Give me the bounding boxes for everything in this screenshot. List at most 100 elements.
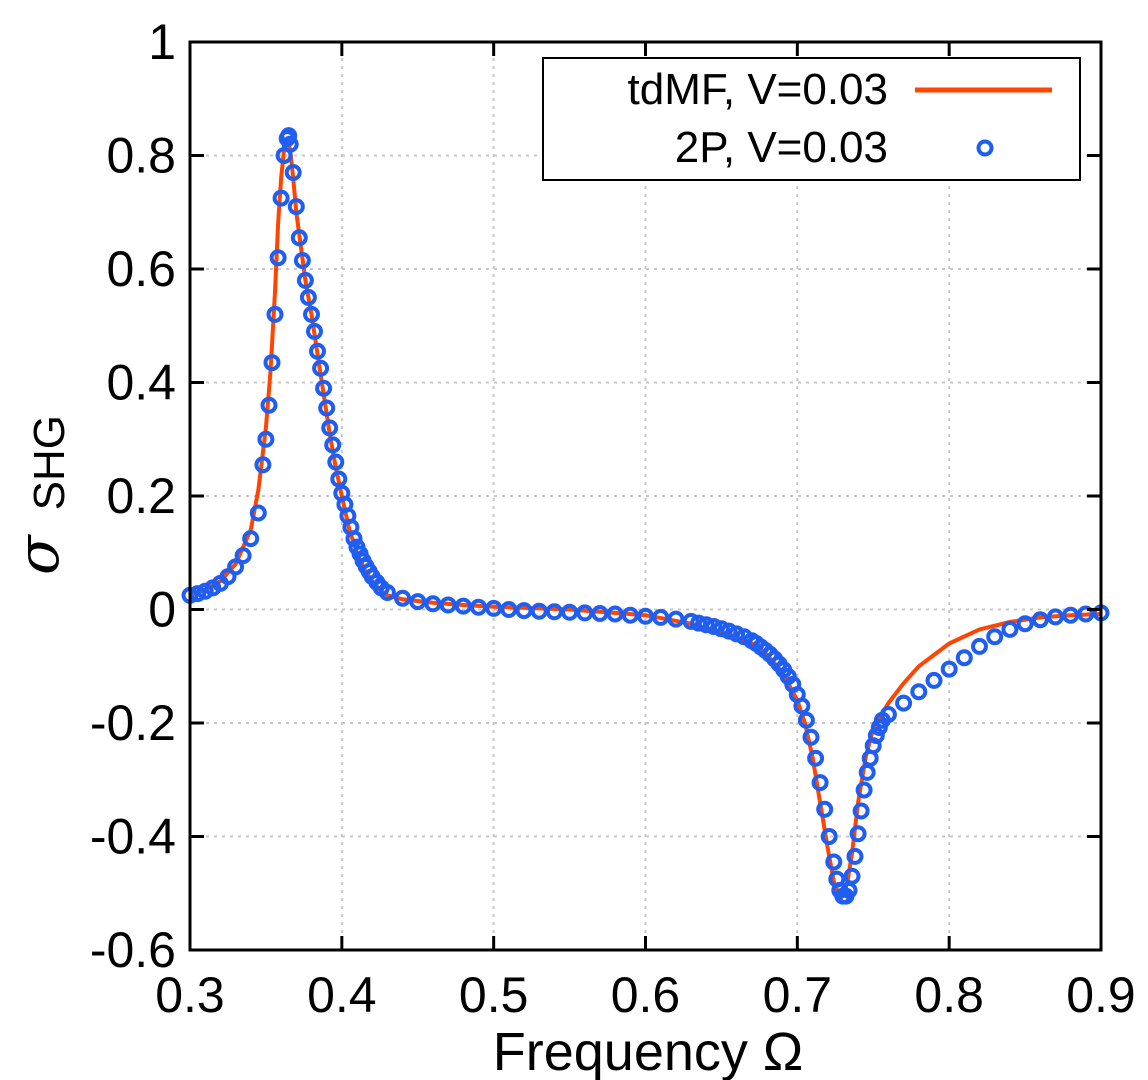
data-point-2p — [705, 618, 723, 635]
data-point-2p — [254, 456, 272, 474]
data-point-2p — [315, 379, 333, 397]
data-point-2p — [561, 603, 579, 621]
y-tick-label: -0.4 — [90, 809, 176, 865]
data-point-2p — [318, 399, 336, 417]
tick-labels: 0.3 0.4 0.5 0.6 0.7 0.8 0.9 -0.6 -0.4 -0.2 0 0.2 0.4… — [90, 14, 1136, 1023]
data-point-2p — [855, 781, 873, 799]
y-tick-label: 0.4 — [106, 355, 176, 411]
data-point-2p — [690, 614, 708, 632]
series-line-tdmf — [189, 136, 1102, 899]
data-point-2p — [249, 504, 267, 522]
data-point-2p — [793, 697, 811, 715]
data-point-2p — [257, 430, 275, 448]
data-point-2p — [1001, 620, 1019, 638]
data-point-2p — [545, 603, 563, 621]
data-point-2p — [1062, 606, 1080, 624]
y-tick-label: 0.2 — [106, 468, 176, 524]
data-point-2p — [682, 612, 700, 630]
data-point-2p — [280, 127, 298, 145]
x-tick-label: 0.5 — [459, 967, 529, 1023]
data-point-2p — [591, 605, 609, 622]
data-point-2p — [843, 867, 861, 885]
y-tick-label: 0.8 — [106, 128, 176, 184]
data-point-2p — [858, 763, 876, 781]
data-point-2p — [955, 649, 973, 667]
data-point-2p — [260, 396, 278, 414]
data-point-2p — [485, 599, 503, 617]
data-point-2p — [825, 853, 843, 871]
data-point-2p — [971, 637, 988, 655]
data-series — [181, 127, 1110, 905]
data-point-2p — [879, 706, 897, 723]
y-axis-symbol: σ — [4, 534, 72, 575]
data-point-2p — [263, 354, 281, 372]
data-point-2p — [652, 608, 670, 626]
data-point-2p — [1016, 615, 1034, 633]
data-point-2p — [409, 593, 427, 611]
y-tick-label: -0.2 — [90, 695, 176, 751]
data-point-2p — [269, 249, 287, 267]
data-point-2p — [697, 616, 715, 634]
data-point-2p — [266, 305, 284, 323]
axis-ticks — [188, 40, 1103, 952]
data-point-2p — [290, 229, 308, 247]
data-point-2p — [940, 660, 958, 678]
data-point-2p — [234, 547, 252, 565]
data-point-2p — [394, 589, 412, 607]
data-point-2p — [299, 288, 317, 306]
data-point-2p — [1046, 608, 1064, 626]
svg-text:σ SHG: σ SHG — [4, 415, 74, 575]
x-tick-label: 0.6 — [611, 967, 681, 1023]
x-tick-label: 0.8 — [914, 967, 984, 1023]
legend-label-tdmf: tdMF, V=0.03 — [628, 65, 888, 114]
data-point-2p — [439, 596, 457, 614]
data-point-2p — [378, 584, 396, 601]
data-point-2p — [867, 727, 885, 744]
x-axis-label: Frequency Ω — [493, 1022, 804, 1080]
data-point-2p — [293, 252, 311, 269]
y-axis-title: σ SHG — [4, 415, 74, 575]
data-point-2p — [327, 453, 345, 471]
data-point-2p — [846, 847, 864, 865]
data-point-2p — [324, 436, 342, 454]
data-point-2p — [895, 694, 913, 712]
data-point-2p — [910, 683, 928, 701]
data-point-2p — [242, 530, 260, 548]
data-point-2p — [272, 189, 290, 207]
data-point-2p — [849, 825, 867, 843]
x-tick-label: 0.7 — [763, 967, 833, 1023]
y-tick-label: -0.6 — [90, 922, 176, 978]
legend-box — [542, 57, 1081, 181]
data-point-2p — [820, 828, 838, 845]
data-point-2p — [515, 602, 533, 620]
data-point-2p — [530, 602, 548, 620]
x-tick-label: 0.9 — [1066, 967, 1136, 1023]
data-point-2p — [470, 598, 487, 616]
legend-label-2p: 2P, V=0.03 — [675, 123, 888, 172]
data-point-2p — [986, 628, 1004, 646]
data-point-2p — [454, 597, 472, 615]
x-tick-label: 0.4 — [307, 967, 377, 1023]
x-axis-title: Frequency Ω — [493, 1022, 804, 1080]
data-point-2p — [807, 749, 825, 767]
data-point-2p — [621, 606, 639, 624]
data-point-2p — [667, 610, 685, 628]
data-point-2p — [712, 620, 730, 638]
data-point-2p — [303, 305, 320, 323]
data-point-2p — [1031, 611, 1049, 629]
legend: tdMF, V=0.03 2P, V=0.03 — [542, 57, 1081, 181]
y-tick-label: 1 — [148, 14, 176, 70]
data-point-2p — [321, 419, 339, 437]
data-point-2p — [500, 601, 518, 618]
data-point-2p — [296, 271, 314, 289]
data-point-2p — [802, 728, 820, 746]
data-point-2p — [306, 322, 323, 340]
data-point-2p — [797, 711, 815, 729]
data-point-2p — [576, 604, 594, 622]
data-point-2p — [312, 359, 330, 377]
data-point-2p — [816, 800, 834, 818]
data-point-2p — [424, 595, 442, 613]
data-point-2p — [637, 607, 654, 625]
